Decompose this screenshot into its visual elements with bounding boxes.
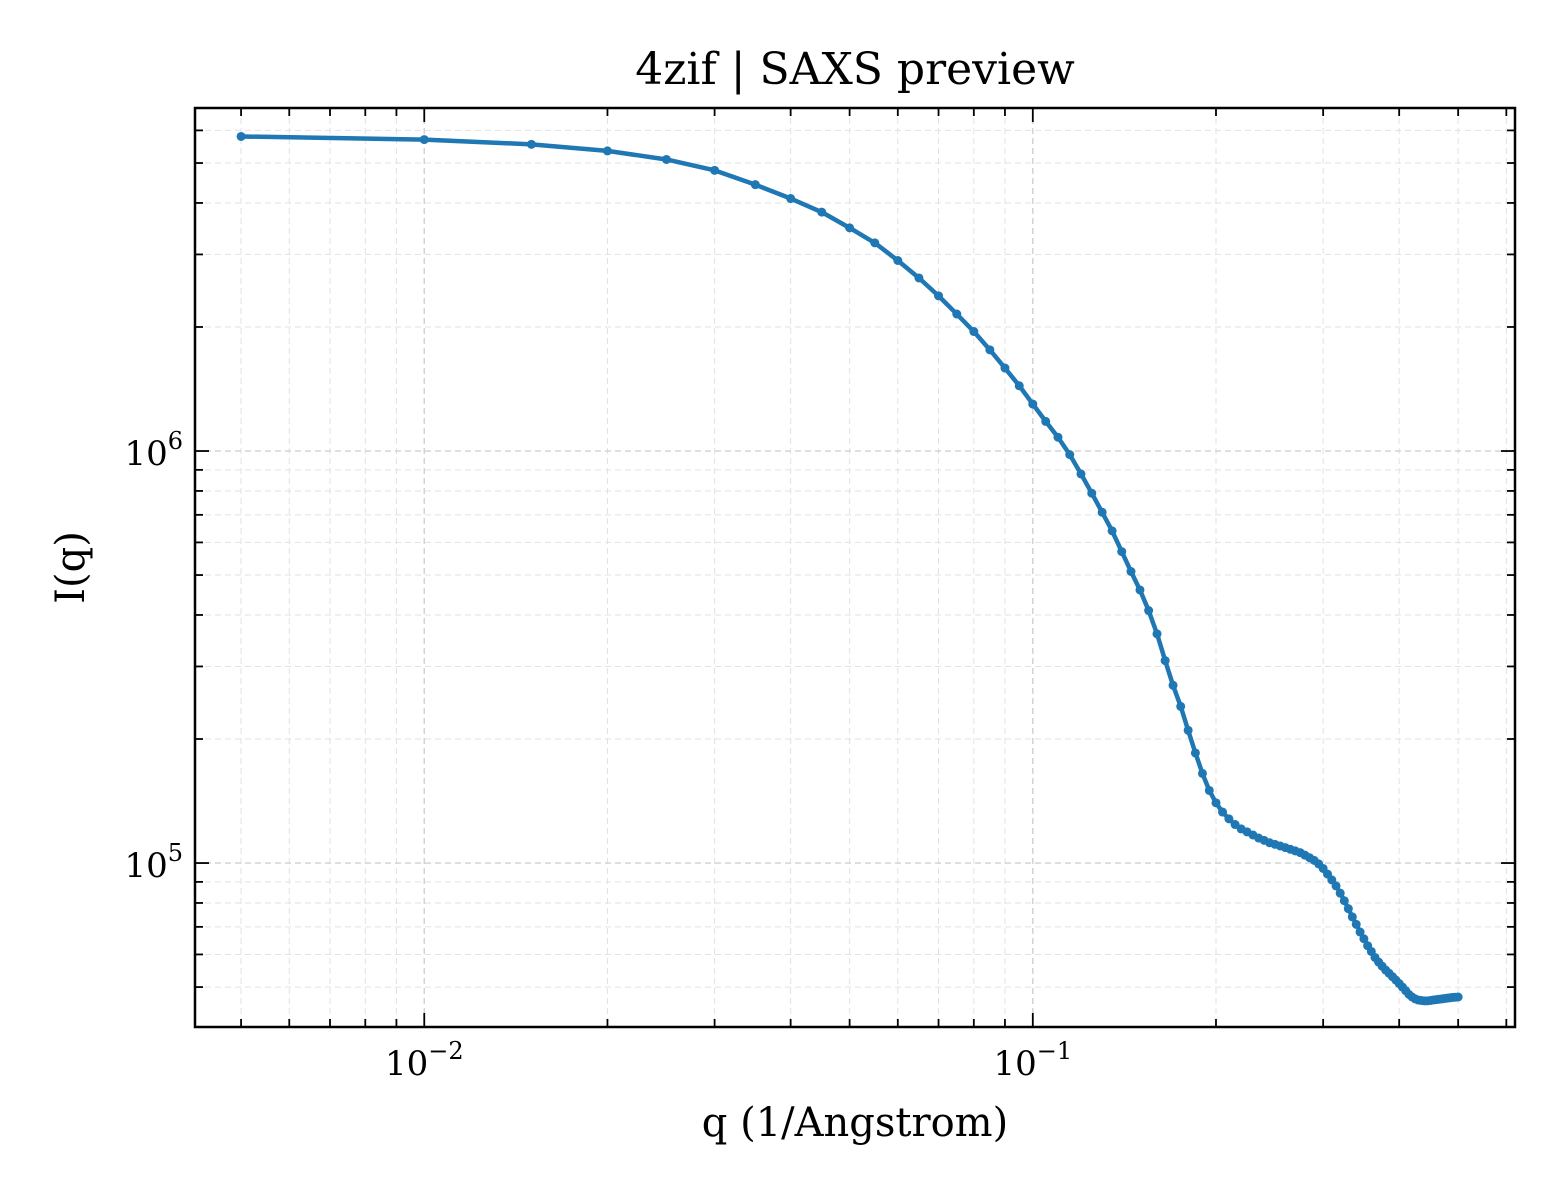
data-point bbox=[1347, 912, 1357, 922]
data-point bbox=[236, 131, 246, 141]
data-point bbox=[914, 273, 924, 283]
plot-frame bbox=[193, 106, 1517, 1029]
data-point bbox=[1176, 701, 1186, 711]
data-point bbox=[1343, 904, 1353, 914]
y-tick-label: 105 bbox=[124, 839, 183, 886]
data-point bbox=[1204, 785, 1214, 795]
data-point bbox=[1126, 567, 1136, 577]
data-point bbox=[1144, 606, 1154, 616]
data-point bbox=[1053, 432, 1063, 442]
chart-title: 4zif | SAXS preview bbox=[635, 44, 1075, 95]
data-point bbox=[1190, 748, 1200, 758]
data-point bbox=[1224, 814, 1234, 824]
data-point bbox=[817, 207, 827, 217]
data-point bbox=[952, 309, 962, 319]
data-point bbox=[1097, 507, 1107, 517]
data-point bbox=[602, 146, 612, 156]
data-point bbox=[985, 345, 995, 355]
data-point bbox=[1183, 725, 1193, 735]
data-point bbox=[1339, 896, 1349, 906]
x-tick-label: 10−1 bbox=[993, 1037, 1072, 1084]
y-axis-label: I(q) bbox=[48, 531, 94, 604]
data-point bbox=[419, 135, 429, 145]
data-point bbox=[1107, 526, 1117, 536]
axis-ticks bbox=[195, 108, 1515, 1028]
data-point bbox=[1000, 363, 1010, 373]
x-tick-label: 10−2 bbox=[385, 1037, 464, 1084]
data-point bbox=[1135, 585, 1145, 595]
data-point bbox=[1028, 399, 1038, 409]
data-point bbox=[893, 255, 903, 265]
data-point bbox=[1218, 807, 1228, 817]
data-point bbox=[1065, 450, 1075, 460]
data-point bbox=[934, 291, 944, 301]
data-point bbox=[1197, 768, 1207, 778]
data-point bbox=[786, 194, 796, 204]
data-point bbox=[845, 223, 855, 233]
data-point bbox=[1117, 547, 1127, 557]
data-point bbox=[1087, 488, 1097, 498]
y-tick-label: 106 bbox=[124, 427, 183, 474]
data-point bbox=[870, 238, 880, 248]
data-point bbox=[1041, 416, 1051, 426]
data-point bbox=[710, 165, 720, 175]
data-point bbox=[1014, 381, 1024, 391]
data-point bbox=[661, 154, 671, 164]
data-point bbox=[1331, 881, 1341, 891]
data-point bbox=[1211, 798, 1221, 808]
data-point bbox=[1160, 656, 1170, 666]
tick-labels: 10−2 10−1 105 106 bbox=[124, 427, 1072, 1084]
data-point bbox=[1168, 680, 1178, 690]
data-point bbox=[1076, 469, 1086, 479]
data-series bbox=[236, 131, 1463, 1006]
data-point bbox=[750, 180, 760, 190]
data-point bbox=[526, 139, 536, 149]
data-point bbox=[1152, 629, 1162, 639]
data-point bbox=[1335, 888, 1345, 898]
data-point bbox=[969, 327, 979, 337]
data-point bbox=[1359, 934, 1369, 944]
data-point bbox=[1453, 992, 1463, 1002]
data-point bbox=[1355, 927, 1365, 937]
data-point bbox=[1351, 919, 1361, 929]
major-gridlines bbox=[195, 108, 1515, 1027]
x-axis-label: q (1/Angstrom) bbox=[702, 1100, 1008, 1146]
